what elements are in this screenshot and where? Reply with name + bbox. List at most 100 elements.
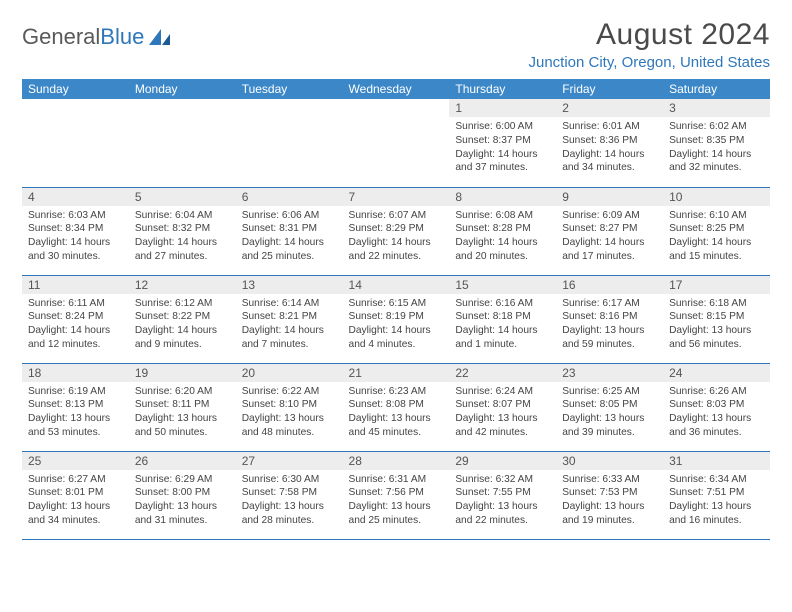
- day-info: Sunrise: 6:06 AMSunset: 8:31 PMDaylight:…: [236, 206, 343, 268]
- weekday-header: Wednesday: [343, 79, 450, 99]
- calendar-day-cell: [22, 99, 129, 187]
- day-info: Sunrise: 6:02 AMSunset: 8:35 PMDaylight:…: [663, 117, 770, 179]
- logo-sail-icon: [148, 28, 174, 46]
- calendar-week-row: 18Sunrise: 6:19 AMSunset: 8:13 PMDayligh…: [22, 363, 770, 451]
- day-number: 10: [663, 188, 770, 206]
- calendar-day-cell: [236, 99, 343, 187]
- header: GeneralBlue August 2024 Junction City, O…: [22, 18, 770, 71]
- day-number: 7: [343, 188, 450, 206]
- day-number: 31: [663, 452, 770, 470]
- weekday-header: Saturday: [663, 79, 770, 99]
- calendar-day-cell: 17Sunrise: 6:18 AMSunset: 8:15 PMDayligh…: [663, 275, 770, 363]
- weekday-header: Friday: [556, 79, 663, 99]
- day-info: Sunrise: 6:25 AMSunset: 8:05 PMDaylight:…: [556, 382, 663, 444]
- calendar-day-cell: 25Sunrise: 6:27 AMSunset: 8:01 PMDayligh…: [22, 451, 129, 539]
- day-number: 5: [129, 188, 236, 206]
- calendar-day-cell: 26Sunrise: 6:29 AMSunset: 8:00 PMDayligh…: [129, 451, 236, 539]
- day-number: 18: [22, 364, 129, 382]
- calendar-day-cell: 30Sunrise: 6:33 AMSunset: 7:53 PMDayligh…: [556, 451, 663, 539]
- calendar-day-cell: 31Sunrise: 6:34 AMSunset: 7:51 PMDayligh…: [663, 451, 770, 539]
- calendar-day-cell: 6Sunrise: 6:06 AMSunset: 8:31 PMDaylight…: [236, 187, 343, 275]
- weekday-header: Thursday: [449, 79, 556, 99]
- day-number: 6: [236, 188, 343, 206]
- day-number: 24: [663, 364, 770, 382]
- calendar-week-row: 25Sunrise: 6:27 AMSunset: 8:01 PMDayligh…: [22, 451, 770, 539]
- calendar-day-cell: 19Sunrise: 6:20 AMSunset: 8:11 PMDayligh…: [129, 363, 236, 451]
- calendar-body: 1Sunrise: 6:00 AMSunset: 8:37 PMDaylight…: [22, 99, 770, 539]
- day-number: 20: [236, 364, 343, 382]
- day-info: Sunrise: 6:17 AMSunset: 8:16 PMDaylight:…: [556, 294, 663, 356]
- month-title: August 2024: [528, 18, 770, 52]
- day-info: Sunrise: 6:26 AMSunset: 8:03 PMDaylight:…: [663, 382, 770, 444]
- calendar-day-cell: 24Sunrise: 6:26 AMSunset: 8:03 PMDayligh…: [663, 363, 770, 451]
- calendar-day-cell: [129, 99, 236, 187]
- calendar-day-cell: 5Sunrise: 6:04 AMSunset: 8:32 PMDaylight…: [129, 187, 236, 275]
- day-number: 3: [663, 99, 770, 117]
- calendar-day-cell: 10Sunrise: 6:10 AMSunset: 8:25 PMDayligh…: [663, 187, 770, 275]
- day-number: 27: [236, 452, 343, 470]
- day-info: Sunrise: 6:27 AMSunset: 8:01 PMDaylight:…: [22, 470, 129, 532]
- calendar-day-cell: 22Sunrise: 6:24 AMSunset: 8:07 PMDayligh…: [449, 363, 556, 451]
- calendar-day-cell: 28Sunrise: 6:31 AMSunset: 7:56 PMDayligh…: [343, 451, 450, 539]
- calendar-day-cell: 2Sunrise: 6:01 AMSunset: 8:36 PMDaylight…: [556, 99, 663, 187]
- day-number: 19: [129, 364, 236, 382]
- calendar-day-cell: 14Sunrise: 6:15 AMSunset: 8:19 PMDayligh…: [343, 275, 450, 363]
- day-info: Sunrise: 6:31 AMSunset: 7:56 PMDaylight:…: [343, 470, 450, 532]
- day-info: Sunrise: 6:24 AMSunset: 8:07 PMDaylight:…: [449, 382, 556, 444]
- day-number: 21: [343, 364, 450, 382]
- day-info: Sunrise: 6:12 AMSunset: 8:22 PMDaylight:…: [129, 294, 236, 356]
- logo: GeneralBlue: [22, 18, 174, 50]
- calendar-day-cell: 16Sunrise: 6:17 AMSunset: 8:16 PMDayligh…: [556, 275, 663, 363]
- day-info: Sunrise: 6:23 AMSunset: 8:08 PMDaylight:…: [343, 382, 450, 444]
- day-info: Sunrise: 6:29 AMSunset: 8:00 PMDaylight:…: [129, 470, 236, 532]
- weekday-header: Tuesday: [236, 79, 343, 99]
- day-number: 11: [22, 276, 129, 294]
- day-number: 22: [449, 364, 556, 382]
- day-number: 26: [129, 452, 236, 470]
- day-info: Sunrise: 6:32 AMSunset: 7:55 PMDaylight:…: [449, 470, 556, 532]
- calendar-day-cell: 4Sunrise: 6:03 AMSunset: 8:34 PMDaylight…: [22, 187, 129, 275]
- day-info: Sunrise: 6:07 AMSunset: 8:29 PMDaylight:…: [343, 206, 450, 268]
- day-info: Sunrise: 6:09 AMSunset: 8:27 PMDaylight:…: [556, 206, 663, 268]
- logo-text-blue: Blue: [100, 24, 144, 50]
- weekday-header-row: SundayMondayTuesdayWednesdayThursdayFrid…: [22, 79, 770, 99]
- day-number: 9: [556, 188, 663, 206]
- day-number: 15: [449, 276, 556, 294]
- calendar-week-row: 1Sunrise: 6:00 AMSunset: 8:37 PMDaylight…: [22, 99, 770, 187]
- day-info: Sunrise: 6:33 AMSunset: 7:53 PMDaylight:…: [556, 470, 663, 532]
- day-info: Sunrise: 6:18 AMSunset: 8:15 PMDaylight:…: [663, 294, 770, 356]
- calendar-day-cell: 7Sunrise: 6:07 AMSunset: 8:29 PMDaylight…: [343, 187, 450, 275]
- day-info: Sunrise: 6:03 AMSunset: 8:34 PMDaylight:…: [22, 206, 129, 268]
- day-info: Sunrise: 6:20 AMSunset: 8:11 PMDaylight:…: [129, 382, 236, 444]
- day-info: Sunrise: 6:01 AMSunset: 8:36 PMDaylight:…: [556, 117, 663, 179]
- day-info: Sunrise: 6:30 AMSunset: 7:58 PMDaylight:…: [236, 470, 343, 532]
- day-number: 4: [22, 188, 129, 206]
- day-number: 12: [129, 276, 236, 294]
- day-number: 13: [236, 276, 343, 294]
- calendar-day-cell: 29Sunrise: 6:32 AMSunset: 7:55 PMDayligh…: [449, 451, 556, 539]
- day-info: Sunrise: 6:04 AMSunset: 8:32 PMDaylight:…: [129, 206, 236, 268]
- title-block: August 2024 Junction City, Oregon, Unite…: [528, 18, 770, 71]
- day-info: Sunrise: 6:08 AMSunset: 8:28 PMDaylight:…: [449, 206, 556, 268]
- day-number: 1: [449, 99, 556, 117]
- day-info: Sunrise: 6:16 AMSunset: 8:18 PMDaylight:…: [449, 294, 556, 356]
- calendar-day-cell: 21Sunrise: 6:23 AMSunset: 8:08 PMDayligh…: [343, 363, 450, 451]
- calendar-day-cell: 3Sunrise: 6:02 AMSunset: 8:35 PMDaylight…: [663, 99, 770, 187]
- day-number: 30: [556, 452, 663, 470]
- day-number: 23: [556, 364, 663, 382]
- calendar-day-cell: 1Sunrise: 6:00 AMSunset: 8:37 PMDaylight…: [449, 99, 556, 187]
- day-info: Sunrise: 6:10 AMSunset: 8:25 PMDaylight:…: [663, 206, 770, 268]
- day-number: 25: [22, 452, 129, 470]
- day-number: 29: [449, 452, 556, 470]
- calendar-day-cell: 13Sunrise: 6:14 AMSunset: 8:21 PMDayligh…: [236, 275, 343, 363]
- day-number: 16: [556, 276, 663, 294]
- calendar-day-cell: 12Sunrise: 6:12 AMSunset: 8:22 PMDayligh…: [129, 275, 236, 363]
- calendar-day-cell: 15Sunrise: 6:16 AMSunset: 8:18 PMDayligh…: [449, 275, 556, 363]
- calendar-day-cell: 20Sunrise: 6:22 AMSunset: 8:10 PMDayligh…: [236, 363, 343, 451]
- location: Junction City, Oregon, United States: [528, 54, 770, 71]
- day-number: 8: [449, 188, 556, 206]
- day-info: Sunrise: 6:19 AMSunset: 8:13 PMDaylight:…: [22, 382, 129, 444]
- calendar-day-cell: 23Sunrise: 6:25 AMSunset: 8:05 PMDayligh…: [556, 363, 663, 451]
- day-info: Sunrise: 6:22 AMSunset: 8:10 PMDaylight:…: [236, 382, 343, 444]
- day-info: Sunrise: 6:15 AMSunset: 8:19 PMDaylight:…: [343, 294, 450, 356]
